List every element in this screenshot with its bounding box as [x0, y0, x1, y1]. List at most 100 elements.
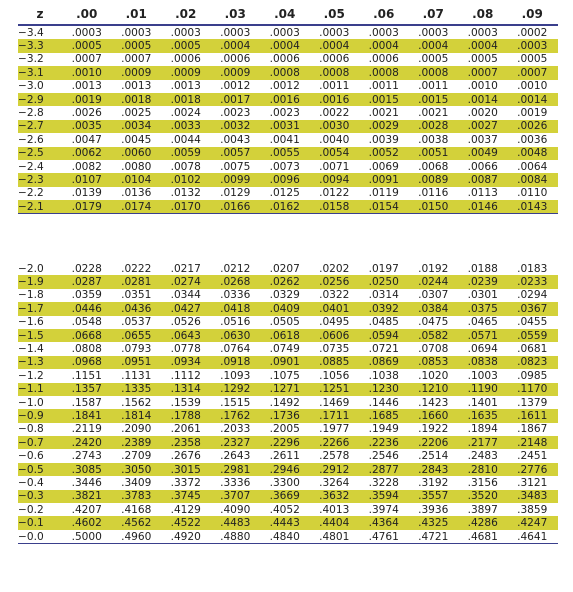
- probability-cell: .0104: [121, 173, 152, 186]
- probability-cell: .0003: [467, 26, 498, 39]
- probability-cell: .2843: [418, 463, 449, 476]
- probability-cell: .2148: [517, 436, 548, 449]
- probability-cell: .0694: [467, 343, 498, 356]
- z-value: −0.6: [18, 450, 44, 463]
- probability-cell: .0749: [269, 343, 300, 356]
- probability-cell: .4761: [368, 530, 399, 543]
- probability-cell: .3015: [170, 463, 201, 476]
- probability-cell: .0268: [220, 276, 251, 289]
- probability-cell: .0107: [71, 173, 102, 186]
- z-value: −1.5: [18, 329, 44, 342]
- probability-cell: .0019: [517, 107, 548, 120]
- probability-cell: .0033: [170, 120, 201, 133]
- probability-cell: .2776: [517, 463, 548, 476]
- probability-cell: .0183: [517, 262, 548, 275]
- probability-cell: .3409: [121, 476, 152, 489]
- probability-cell: .0032: [220, 120, 251, 133]
- probability-cell: .0409: [269, 302, 300, 315]
- probability-cell: .4681: [467, 530, 498, 543]
- table-row: −2.7 .0035 .0034 .0033 .0032 .0031 .0030 .0029.…: [18, 119, 558, 134]
- probability-cell: .0197: [368, 262, 399, 275]
- probability-cell: .0057: [220, 147, 251, 160]
- probability-cell: .0823: [517, 356, 548, 369]
- probability-cell: .3156: [467, 476, 498, 489]
- table-row: −1.8 .0359 .0351 .0344 .0336 .0329 .0322 .0314.…: [18, 289, 558, 302]
- table-row: −1.6 .0548 .0537 .0526 .0516 .0505 .0495 .0485.…: [18, 316, 558, 329]
- probability-cell: .0040: [319, 133, 350, 146]
- probability-cell: .0548: [71, 316, 102, 329]
- probability-cell: .0119: [368, 187, 399, 200]
- table-row: −0.6 .2743 .2709 .2676 .2643 .2611 .2578 .2546.…: [18, 449, 558, 462]
- probability-cell: .0054: [319, 147, 350, 160]
- probability-cell: .0008: [368, 66, 399, 79]
- probability-cell: .1814: [121, 409, 152, 422]
- probability-cell: .3669: [269, 490, 300, 503]
- probability-cell: .2090: [121, 423, 152, 436]
- probability-cell: .0030: [319, 120, 350, 133]
- table-row: −0.7 .2420 .2389 .2358 .2327 .2296 .2266 .2236.…: [18, 436, 558, 450]
- table-row: −0.1 .4602 .4562 .4522 .4483 .4443 .4404 .4364.…: [18, 516, 558, 530]
- table-body-bottom: −2.0 .0228 .0222 .0217 .0212 .0207 .0202 .0197.…: [18, 262, 558, 543]
- probability-cell: .0094: [319, 173, 350, 186]
- table-row: −0.0 .5000 .4960 .4920 .4880 .4840 .4801 .4761.…: [18, 530, 558, 543]
- probability-cell: .0516: [220, 316, 251, 329]
- probability-cell: .0006: [269, 53, 300, 66]
- probability-cell: .3594: [368, 490, 399, 503]
- probability-cell: .0013: [121, 80, 152, 93]
- probability-cell: .4052: [269, 503, 300, 516]
- probability-cell: .1112: [170, 369, 201, 382]
- probability-cell: .0005: [170, 40, 201, 53]
- probability-cell: .1711: [319, 409, 350, 422]
- probability-cell: .0006: [220, 53, 251, 66]
- probability-cell: .0170: [170, 200, 201, 213]
- probability-cell: .1492: [269, 396, 300, 409]
- probability-cell: .1020: [418, 369, 449, 382]
- probability-cell: .0011: [319, 80, 350, 93]
- probability-cell: .0026: [71, 107, 102, 120]
- probability-cell: .4325: [418, 517, 449, 530]
- z-value: −1.8: [18, 289, 44, 302]
- probability-cell: .2358: [170, 436, 201, 449]
- probability-cell: .0427: [170, 302, 201, 315]
- probability-cell: .0034: [121, 120, 152, 133]
- probability-cell: .0336: [220, 289, 251, 302]
- probability-cell: .0188: [467, 262, 498, 275]
- probability-cell: .4920: [170, 530, 201, 543]
- probability-cell: .0384: [418, 302, 449, 315]
- probability-cell: .0047: [71, 133, 102, 146]
- probability-cell: .0122: [319, 187, 350, 200]
- probability-cell: .0301: [467, 289, 498, 302]
- probability-cell: .4168: [121, 503, 152, 516]
- table-row: −2.9 .0019 .0018 .0018 .0017 .0016 .0016 .0015.…: [18, 92, 558, 107]
- probability-cell: .2327: [220, 436, 251, 449]
- probability-cell: .0003: [517, 40, 548, 53]
- probability-cell: .0005: [71, 40, 102, 53]
- probability-cell: .0274: [170, 276, 201, 289]
- probability-cell: .2236: [368, 436, 399, 449]
- probability-cell: .0080: [121, 160, 152, 173]
- probability-cell: .0475: [418, 316, 449, 329]
- probability-cell: .1151: [71, 369, 102, 382]
- probability-cell: .0069: [368, 160, 399, 173]
- probability-cell: .5000: [71, 530, 102, 543]
- probability-cell: .0010: [71, 66, 102, 79]
- z-value: −3.2: [18, 53, 44, 66]
- table-row: −2.8 .0026 .0025 .0024 .0023 .0023 .0022 .0021.…: [18, 106, 558, 119]
- probability-cell: .0446: [71, 302, 102, 315]
- probability-cell: .0162: [269, 200, 300, 213]
- probability-cell: .0359: [71, 289, 102, 302]
- probability-cell: .3300: [269, 476, 300, 489]
- probability-cell: .0014: [517, 93, 548, 106]
- probability-cell: .0808: [71, 343, 102, 356]
- header-col: .05: [323, 7, 345, 21]
- probability-cell: .4840: [269, 530, 300, 543]
- probability-cell: .2119: [71, 423, 102, 436]
- header-col: .06: [373, 7, 395, 21]
- probability-cell: .2611: [269, 450, 300, 463]
- z-value: −3.1: [18, 66, 44, 79]
- probability-cell: .0013: [71, 80, 102, 93]
- probability-cell: .2451: [517, 450, 548, 463]
- probability-cell: .0618: [269, 329, 300, 342]
- header-col: .07: [422, 7, 444, 21]
- probability-cell: .1841: [71, 409, 102, 422]
